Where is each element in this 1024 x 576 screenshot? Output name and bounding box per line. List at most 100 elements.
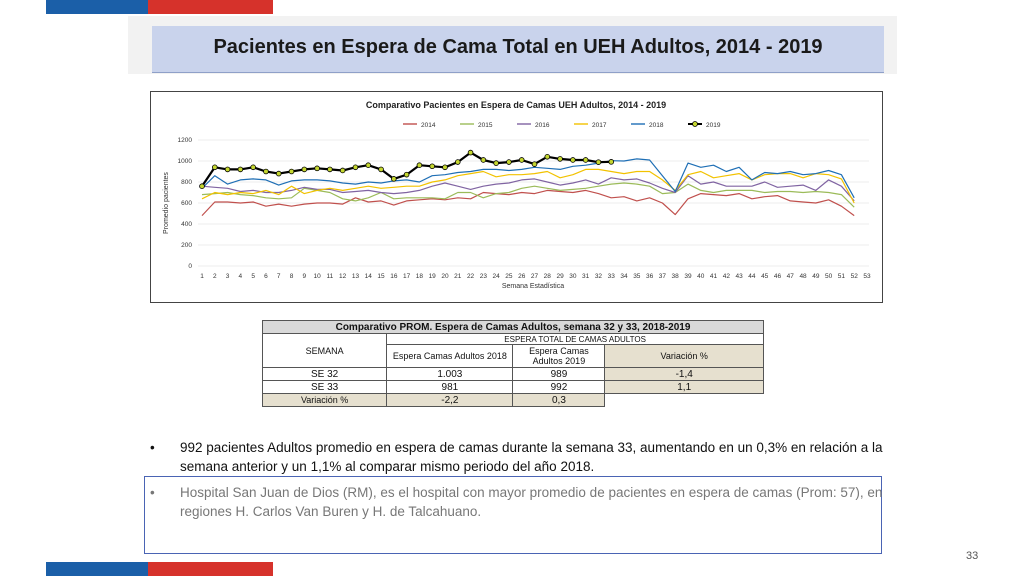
cell-semana: SE 33 — [261, 380, 388, 394]
data-point-2019 — [352, 164, 359, 171]
legend-label: 2017 — [592, 122, 607, 129]
x-tick-label: 52 — [851, 273, 859, 280]
x-tick-label: 13 — [352, 273, 360, 280]
data-point-2019 — [314, 165, 320, 172]
data-point-2019 — [275, 170, 282, 177]
var-2018: -2,2 — [386, 393, 514, 407]
legend-label: 2016 — [535, 122, 550, 129]
flag-blue-bottom — [46, 562, 148, 576]
data-point-2019 — [557, 156, 563, 162]
x-tick-label: 41 — [710, 273, 718, 280]
cell-2019: 989 — [512, 367, 606, 381]
variation-row: Variación % -2,2 0,3 — [261, 393, 764, 407]
cell-2019: 992 — [512, 380, 606, 394]
flag-red-bottom — [148, 562, 273, 576]
group-header: ESPERA TOTAL DE CAMAS ADULTOS — [386, 333, 764, 345]
data-point-2019 — [506, 159, 512, 165]
x-tick-label: 32 — [595, 273, 603, 280]
data-point-2019 — [544, 154, 551, 160]
x-tick-label: 10 — [313, 273, 321, 280]
data-point-2019 — [582, 157, 589, 163]
x-tick-label: 16 — [390, 273, 398, 280]
x-tick-label: 40 — [697, 273, 705, 280]
comparison-table: Comparativo PROM. Espera de Camas Adulto… — [261, 320, 764, 407]
col-var: Variación % — [604, 344, 764, 368]
x-tick-label: 7 — [277, 273, 281, 280]
data-point-2019 — [454, 159, 461, 165]
x-tick-label: 28 — [544, 273, 552, 280]
y-tick-label: 200 — [181, 242, 192, 249]
x-tick-label: 23 — [480, 273, 488, 280]
legend-label: 2014 — [421, 122, 436, 129]
data-point-2019 — [442, 164, 448, 171]
y-tick-label: 400 — [181, 221, 192, 228]
table-title: Comparativo PROM. Espera de Camas Adulto… — [262, 320, 764, 334]
series-line-2018 — [201, 158, 855, 199]
data-point-2019 — [339, 167, 346, 174]
data-point-2019 — [237, 166, 244, 173]
x-tick-label: 8 — [290, 273, 294, 280]
flag-red-top — [148, 0, 273, 14]
series-line-2017 — [201, 168, 855, 204]
data-point-2019 — [416, 162, 423, 168]
y-tick-label: 800 — [181, 179, 192, 186]
data-point-2019 — [570, 157, 576, 163]
data-point-2019 — [288, 168, 295, 175]
data-point-2019 — [608, 159, 615, 165]
data-point-2019 — [378, 166, 384, 173]
empty-cell — [605, 394, 764, 407]
bullet-text: Hospital San Juan de Dios (RM), es el ho… — [180, 485, 883, 519]
x-tick-label: 17 — [403, 273, 411, 280]
note-box — [144, 476, 882, 554]
x-tick-label: 22 — [467, 273, 475, 280]
y-tick-label: 1000 — [178, 158, 193, 165]
x-tick-label: 20 — [441, 273, 449, 280]
y-axis-label: Promedio pacientes — [163, 172, 170, 234]
x-tick-label: 6 — [264, 273, 268, 280]
x-tick-label: 19 — [429, 273, 437, 280]
x-tick-label: 51 — [838, 273, 846, 280]
legend-label: 2018 — [649, 122, 664, 129]
series-line-2014 — [201, 189, 855, 217]
var-label: Variación % — [261, 393, 388, 407]
x-tick-label: 21 — [454, 273, 462, 280]
x-tick-label: 9 — [302, 273, 306, 280]
y-tick-label: 600 — [181, 200, 192, 207]
data-point-2019 — [199, 183, 205, 189]
x-tick-label: 49 — [812, 273, 820, 280]
legend-label: 2015 — [478, 122, 493, 129]
x-tick-label: 24 — [493, 273, 501, 280]
x-tick-label: 29 — [556, 273, 564, 280]
x-tick-label: 2 — [213, 273, 217, 280]
cell-var: 1,1 — [604, 380, 764, 394]
data-point-2019 — [250, 164, 256, 171]
bullet-item: • 992 pacientes Adultos promedio en espe… — [150, 438, 885, 476]
x-tick-label: 30 — [569, 273, 577, 280]
cell-semana: SE 32 — [261, 367, 388, 381]
bullet-list: • 992 pacientes Adultos promedio en espe… — [150, 438, 885, 521]
x-tick-label: 12 — [339, 273, 347, 280]
x-axis-label: Semana Estadística — [502, 283, 564, 290]
x-tick-label: 14 — [365, 273, 373, 280]
data-point-2019 — [493, 160, 499, 166]
x-tick-label: 25 — [505, 273, 513, 280]
series-line-2015 — [201, 182, 855, 208]
x-tick-label: 31 — [582, 273, 590, 280]
legend-marker — [692, 121, 698, 127]
bullet-item: • Hospital San Juan de Dios (RM), es el … — [150, 483, 885, 521]
x-tick-label: 42 — [723, 273, 731, 280]
x-tick-label: 4 — [239, 273, 243, 280]
x-tick-label: 45 — [761, 273, 769, 280]
data-point-2019 — [480, 157, 487, 163]
x-tick-label: 43 — [735, 273, 743, 280]
col-2018: Espera Camas Adultos 2018 — [386, 344, 514, 368]
page-number: 33 — [966, 550, 979, 562]
x-tick-label: 3 — [226, 273, 230, 280]
x-tick-label: 46 — [774, 273, 782, 280]
y-tick-label: 1200 — [178, 137, 193, 144]
x-tick-label: 5 — [251, 273, 255, 280]
data-point-2019 — [327, 166, 333, 173]
title-box: Pacientes en Espera de Cama Total en UEH… — [152, 26, 884, 73]
col-2019: Espera Camas Adultos 2019 — [512, 344, 606, 368]
cell-var: -1,4 — [604, 367, 764, 381]
